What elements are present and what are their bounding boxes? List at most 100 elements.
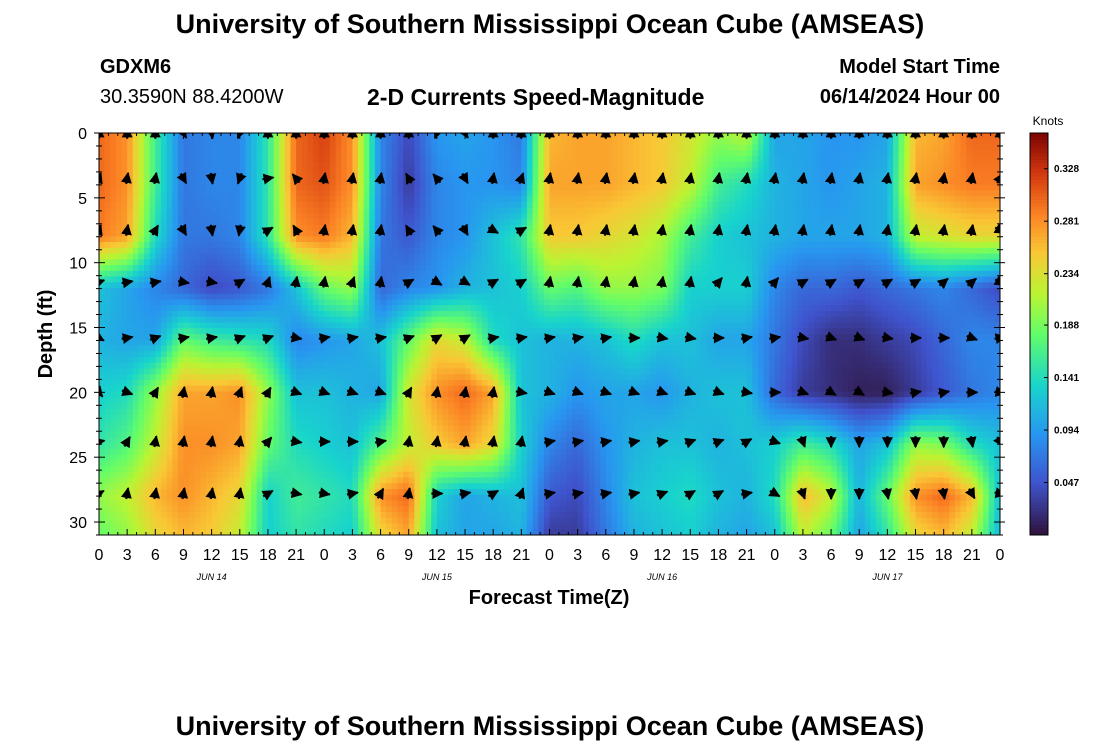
heat-cell [690,184,697,192]
heat-cell [684,213,691,220]
heat-cell [307,299,314,306]
heat-cell [622,144,629,151]
heat-cell [718,184,725,192]
heat-cell [189,282,196,289]
heat-cell [752,236,759,243]
heat-cell [926,138,934,146]
heat-cell [200,270,207,278]
heat-cell [825,288,832,295]
heat-cell [301,161,308,169]
heat-cell [971,207,979,214]
heat-cell [690,213,697,220]
heat-cell [470,184,477,192]
heat-cell [453,219,460,226]
heat-cell [194,201,201,209]
heat-cell [144,293,151,301]
heat-cell [983,133,990,140]
heat-cell [397,213,404,220]
heat-cell [391,299,399,306]
heat-cell [115,184,123,192]
heat-cell [757,270,765,278]
heat-cell [99,230,106,237]
heat-cell [876,230,883,237]
heat-cell [819,150,827,157]
heat-cell [791,288,798,295]
heat-cell [144,190,151,197]
heat-cell [566,150,573,157]
heat-cell [645,178,652,186]
heat-cell [543,190,551,197]
heat-cell [842,259,849,266]
heat-cell [960,299,967,306]
heat-cell [780,270,787,278]
heat-cell [774,161,781,169]
heat-cell [138,305,145,312]
heat-cell [977,207,984,214]
heat-cell [138,167,145,174]
heat-cell [301,167,308,174]
heat-cell [870,184,877,192]
heat-cell [628,288,635,295]
heat-cell [380,288,387,295]
heat-cell [166,173,173,180]
heat-cell [617,201,624,209]
heat-cell [740,265,748,272]
heat-cell [397,178,404,186]
heat-cell [560,207,567,214]
heat-cell [701,144,708,151]
heat-cell [115,293,123,301]
heat-cell [904,242,911,249]
heat-cell [774,247,781,255]
heat-cell [222,276,230,283]
heat-cell [436,190,444,197]
heat-cell [724,230,731,237]
heat-cell [662,219,669,226]
heat-cell [386,161,393,169]
heat-cell [724,155,731,163]
heat-cell [318,305,325,312]
heat-cell [504,167,511,174]
heat-cell [346,259,353,266]
heat-cell [127,150,134,157]
heat-cell [977,265,984,272]
heat-cell [645,253,652,260]
heat-cell [752,219,759,226]
heat-cell [752,213,759,220]
heat-cell [273,276,280,283]
heat-cell [566,201,573,209]
heat-cell [521,138,528,146]
heat-cell [780,167,787,174]
heat-cell [386,276,393,283]
heat-cell [971,259,979,266]
heat-cell [977,288,984,295]
heat-cell [290,242,297,249]
heat-cell [566,196,573,203]
heat-cell [256,196,263,203]
heat-cell [279,196,286,203]
heat-cell [633,207,641,214]
heat-cell [752,133,759,140]
heat-cell [335,253,342,260]
heat-cell [988,288,995,295]
heat-cell [262,196,269,203]
heat-cell [611,133,618,140]
heat-cell [352,219,359,226]
heat-cell [239,236,247,243]
heat-cell [881,253,888,260]
heat-cell [267,207,275,214]
heat-cell [228,190,235,197]
heat-cell [279,265,286,272]
heat-cell [504,207,511,214]
heat-cell [481,270,489,278]
heat-cell [391,242,399,249]
heat-cell [560,259,567,266]
heat-cell [786,276,793,283]
heat-cell [177,253,185,260]
heat-cell [521,190,528,197]
heat-cell [498,173,506,180]
heat-cell [876,305,883,312]
heat-cell [938,167,945,174]
heat-cell [712,236,720,243]
heat-cell [864,133,872,140]
heat-cell [476,173,483,180]
